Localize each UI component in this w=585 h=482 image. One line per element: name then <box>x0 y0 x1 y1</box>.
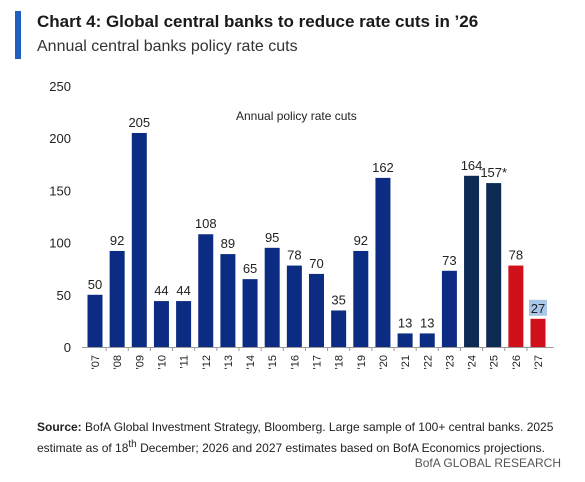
value-label: 44 <box>154 283 168 298</box>
x-tick-label: '24 <box>467 355 479 369</box>
y-tick-label: 0 <box>64 340 71 355</box>
title-accent-bar <box>15 11 21 59</box>
x-tick-label: '26 <box>511 355 523 369</box>
source-note: Source: BofA Global Investment Strategy,… <box>37 419 567 457</box>
x-tick-label: '23 <box>444 355 456 369</box>
bar <box>486 183 502 347</box>
x-tick-label: '16 <box>289 355 301 369</box>
x-tick-label: '18 <box>334 355 346 369</box>
bar <box>331 310 347 347</box>
value-label: 50 <box>88 277 102 292</box>
value-label: 44 <box>176 283 190 298</box>
value-label: 65 <box>243 261 257 276</box>
value-label: 95 <box>265 230 279 245</box>
x-tick-label: '09 <box>134 355 146 369</box>
value-label: 78 <box>287 248 301 263</box>
source-label: Source: <box>37 420 82 434</box>
x-tick-label: '12 <box>201 355 213 369</box>
x-tick-label: '21 <box>400 355 412 369</box>
bar <box>464 175 480 347</box>
value-label: 164 <box>461 158 483 173</box>
bar <box>441 270 457 347</box>
bar <box>131 132 147 347</box>
x-tick-label: '20 <box>378 355 390 369</box>
x-tick-label: '10 <box>156 355 168 369</box>
value-label: 162 <box>372 160 394 175</box>
value-label: 108 <box>195 216 217 231</box>
x-tick-label: '27 <box>533 355 545 369</box>
bar <box>530 318 546 347</box>
value-label: 78 <box>509 248 523 263</box>
x-tick-label: '19 <box>356 355 368 369</box>
bar <box>176 301 192 347</box>
bar <box>309 273 324 347</box>
value-label: 27 <box>531 301 545 316</box>
bar <box>87 294 103 347</box>
value-label: 35 <box>331 292 345 307</box>
x-tick-label: '17 <box>312 355 324 369</box>
value-label: 92 <box>354 233 368 248</box>
y-tick-label: 100 <box>49 236 71 251</box>
value-label: 13 <box>398 315 412 330</box>
bar <box>264 247 280 347</box>
bar <box>109 250 125 347</box>
value-label: 13 <box>420 315 434 330</box>
y-tick-label: 50 <box>57 288 71 303</box>
value-label: 92 <box>110 233 124 248</box>
x-tick-label: '07 <box>90 355 102 369</box>
bar <box>353 250 369 347</box>
bar <box>419 333 435 347</box>
value-label: 73 <box>442 253 456 268</box>
source-text-2: December; 2026 and 2027 estimates based … <box>136 441 545 455</box>
value-label-highlight <box>529 299 547 316</box>
source-text-1: BofA Global Investment Strategy, Bloombe… <box>37 420 554 455</box>
source-superscript: th <box>128 439 137 450</box>
x-tick-label: '14 <box>245 355 257 369</box>
chart-subtitle: Annual central banks policy rate cuts <box>37 38 298 55</box>
chart-annotation: Annual policy rate cuts <box>236 109 357 123</box>
x-tick-label: '22 <box>422 355 434 369</box>
chart-title: Chart 4: Global central banks to reduce … <box>37 12 479 31</box>
value-label: 157* <box>480 165 507 180</box>
x-tick-label: '08 <box>112 355 124 369</box>
value-label: 205 <box>128 115 150 130</box>
value-label: 89 <box>221 236 235 251</box>
bar <box>153 301 169 347</box>
x-tick-label: '11 <box>179 355 191 369</box>
y-tick-label: 200 <box>49 131 71 146</box>
x-tick-label: '15 <box>267 355 279 369</box>
footer-brand: BofA GLOBAL RESEARCH <box>414 456 561 470</box>
y-tick-label: 250 <box>49 79 71 94</box>
x-tick-label: '13 <box>223 355 235 369</box>
bar <box>220 254 236 347</box>
bar <box>375 177 391 347</box>
bar-chart: 0 50 100 150 200 250 Annual policy rate cuts 50… <box>49 79 554 369</box>
bar <box>508 265 524 347</box>
bar <box>198 234 214 347</box>
bar <box>397 333 413 347</box>
bar <box>242 279 258 347</box>
bar <box>286 265 302 347</box>
value-label: 70 <box>309 256 323 271</box>
y-tick-label: 150 <box>49 183 71 198</box>
x-tick-label: '25 <box>489 355 501 369</box>
